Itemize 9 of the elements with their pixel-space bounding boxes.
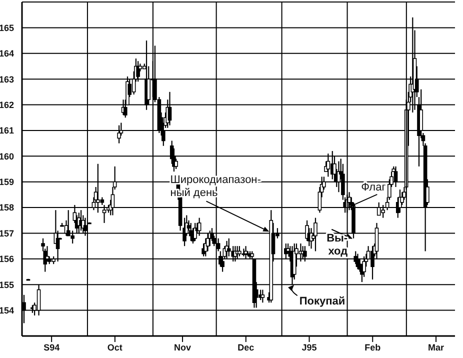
x-tick-label: S94 [44,342,60,352]
annotation: Флаг [361,181,386,194]
x-tick-label: Feb [364,342,382,352]
annotation: Покупай [299,296,346,308]
x-tick-label: Nov [174,342,192,352]
x-tick-label: J95 [302,342,317,352]
x-tick-label: Mar [428,342,444,352]
x-tick-label: Dec [238,342,254,352]
x-tick-label: Oct [107,342,122,352]
